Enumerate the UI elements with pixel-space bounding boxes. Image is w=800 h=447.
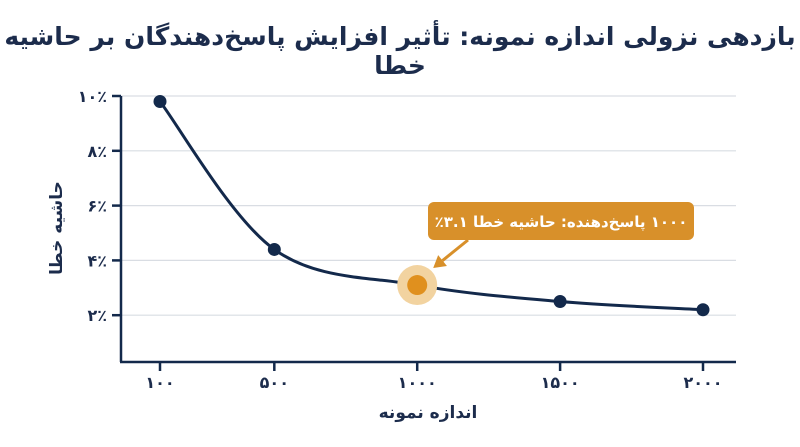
x-tick-label: ۱۰۰ — [145, 373, 174, 392]
callout: ۱۰۰۰ پاسخ‌دهنده: حاشیه خطا ۳.۱٪ — [428, 202, 694, 269]
x-tick-label: ۲۰۰۰ — [683, 373, 722, 392]
x-tick-label: ۵۰۰ — [260, 373, 289, 392]
x-tick-label: ۱۵۰۰ — [541, 373, 580, 392]
data-point — [696, 303, 710, 317]
points-layer — [153, 94, 710, 317]
callout-arrow-head — [433, 255, 447, 269]
x-axis-label: اندازه نمونه — [379, 403, 478, 423]
callout-text: ۱۰۰۰ پاسخ‌دهنده: حاشیه خطا ۳.۱٪ — [435, 213, 688, 232]
chart-title: بازدهی نزولی اندازه نمونه: تأثیر افزایش … — [4, 22, 796, 80]
callout-box — [428, 202, 694, 240]
axis-layer — [119, 96, 736, 364]
y-tick-label: ۴٪ — [87, 251, 107, 270]
tick-layer: ۲٪ ۴٪ ۶٪ ۸٪ ۱۰٪ ۱۰۰ ۵۰۰ ۱۰۰۰ ۱۵۰۰ ۲۰۰۰ — [78, 87, 723, 392]
data-point — [267, 242, 281, 256]
x-tick-label: ۱۰۰۰ — [398, 373, 437, 392]
callout-arrow-line — [441, 238, 469, 262]
y-tick-label: ۶٪ — [87, 197, 107, 216]
y-tick-label: ۲٪ — [87, 306, 107, 325]
y-tick-label: ۱۰٪ — [78, 87, 107, 106]
data-point — [553, 295, 567, 308]
y-tick-label: ۸٪ — [87, 142, 107, 161]
y-axis-label: حاشیه خطا — [47, 181, 67, 275]
highlight-point — [407, 275, 428, 296]
data-point — [153, 94, 167, 108]
